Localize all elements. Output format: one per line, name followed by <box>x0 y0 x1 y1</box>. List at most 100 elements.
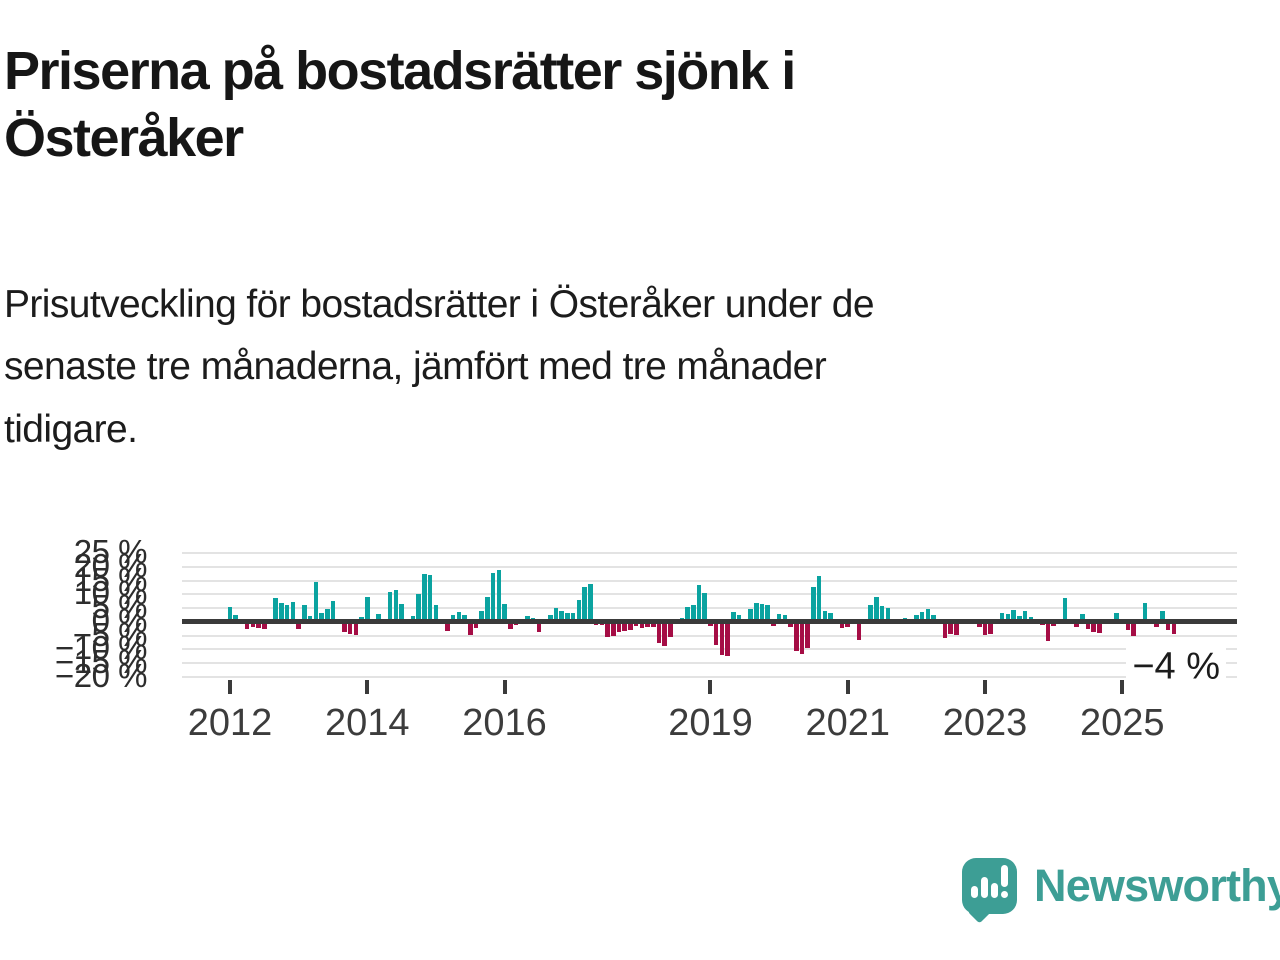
gridline <box>182 607 1237 610</box>
bar-positive <box>879 605 885 622</box>
bar-positive <box>485 596 490 622</box>
x-axis-label: 2021 <box>805 702 891 744</box>
bar-positive <box>422 574 427 622</box>
bar-negative <box>1125 621 1131 630</box>
bar-positive <box>284 604 290 622</box>
bar-negative <box>244 621 250 629</box>
logo-chart-bar-icon <box>971 886 978 898</box>
bar-positive <box>479 610 484 622</box>
bar-negative <box>1091 621 1096 633</box>
bar-positive <box>685 606 690 622</box>
y-axis-label: 5 % <box>91 588 148 626</box>
bar-negative <box>1097 621 1102 633</box>
bar-negative <box>610 621 616 637</box>
bar-positive <box>582 587 587 622</box>
gridline <box>182 634 1237 637</box>
bar-positive <box>868 604 873 622</box>
bar-positive <box>319 612 324 622</box>
bar-positive <box>1022 610 1028 622</box>
bar-positive <box>1142 603 1148 622</box>
subtitle-line-1: Prisutveckling för bostadsrätter i Öster… <box>4 283 875 326</box>
bar-positive <box>1114 612 1119 622</box>
bar-positive <box>393 589 399 622</box>
bar-negative <box>805 621 810 649</box>
bar-negative <box>856 621 862 640</box>
bar-negative <box>1131 621 1137 637</box>
bar-positive <box>811 587 816 622</box>
y-axis-label: 10 % <box>73 574 148 612</box>
latest-value-label: −4 % <box>1126 645 1226 689</box>
gridline <box>182 565 1237 568</box>
bar-negative <box>353 621 359 636</box>
bar-positive <box>565 613 570 622</box>
bar-negative <box>262 621 267 629</box>
bar-positive <box>931 615 936 622</box>
bar-negative <box>719 621 725 655</box>
bar-positive <box>1017 615 1022 622</box>
bar-positive <box>502 604 507 622</box>
bar-negative <box>725 621 730 657</box>
x-axis-label: 2014 <box>324 702 410 744</box>
bar-positive <box>999 613 1005 622</box>
bar-negative <box>948 621 953 635</box>
gridline <box>182 676 1237 679</box>
bar-positive <box>416 593 422 622</box>
x-axis-label: 2025 <box>1080 702 1165 744</box>
bar-negative <box>1085 621 1091 630</box>
bar-positive <box>279 602 284 622</box>
bar-positive <box>559 610 565 622</box>
bar-positive <box>1160 611 1165 622</box>
bar-positive <box>736 615 742 622</box>
bar-negative <box>1165 621 1171 630</box>
x-axis-tick <box>502 680 507 694</box>
x-axis-label: 2019 <box>668 702 753 744</box>
bar-negative <box>616 621 622 632</box>
bar-positive <box>702 592 708 622</box>
x-axis-tick <box>845 680 850 694</box>
gridline <box>182 579 1237 582</box>
bar-positive <box>387 591 393 622</box>
bar-negative <box>342 621 347 632</box>
gridline <box>182 593 1237 596</box>
x-axis-label: 2016 <box>462 702 547 744</box>
bar-positive <box>456 611 462 622</box>
bar-positive <box>570 613 576 622</box>
bar-positive <box>576 599 582 622</box>
bar-negative <box>645 621 650 628</box>
bar-negative <box>982 621 988 636</box>
bar-negative <box>988 621 994 635</box>
bar-negative <box>622 621 627 631</box>
bar-positive <box>525 615 530 622</box>
bar-negative <box>347 621 353 635</box>
y-axis-label: 15 % <box>73 560 148 598</box>
bar-positive <box>376 613 381 622</box>
subtitle-line-3: tidigare. <box>4 407 138 451</box>
bar-positive <box>399 604 404 622</box>
y-axis-label: 20 % <box>73 547 148 585</box>
bar-negative <box>942 621 948 639</box>
bar-positive <box>307 616 313 622</box>
bar-positive <box>828 613 833 622</box>
bar-negative <box>639 621 645 628</box>
subtitle-line-2: senaste tre månaderna, jämfört med tre m… <box>4 345 827 389</box>
logo-chart-bar-icon <box>991 883 998 898</box>
gridline <box>182 662 1237 665</box>
bar-positive <box>691 604 696 622</box>
bar-positive <box>490 572 496 622</box>
bar-positive <box>227 606 233 622</box>
bar-positive <box>433 605 439 622</box>
bar-negative <box>467 621 473 636</box>
bar-positive <box>874 597 879 622</box>
bar-positive <box>1062 598 1068 622</box>
y-axis-label: −15 % <box>55 643 148 681</box>
gridline <box>182 648 1237 651</box>
newsworthy-logo-icon <box>962 858 1017 924</box>
page-title: Priserna på bostadsrätter sjönk i Österå… <box>4 38 796 172</box>
newsworthy-logo-text: Newsworthy <box>1034 860 1280 911</box>
x-axis-tick <box>708 680 713 694</box>
bar-positive <box>1079 613 1085 622</box>
chart-description: Prisutveckling för bostadsrätter i Öster… <box>4 274 875 461</box>
y-axis-label: −10 % <box>55 629 148 667</box>
bar-negative <box>507 621 513 629</box>
